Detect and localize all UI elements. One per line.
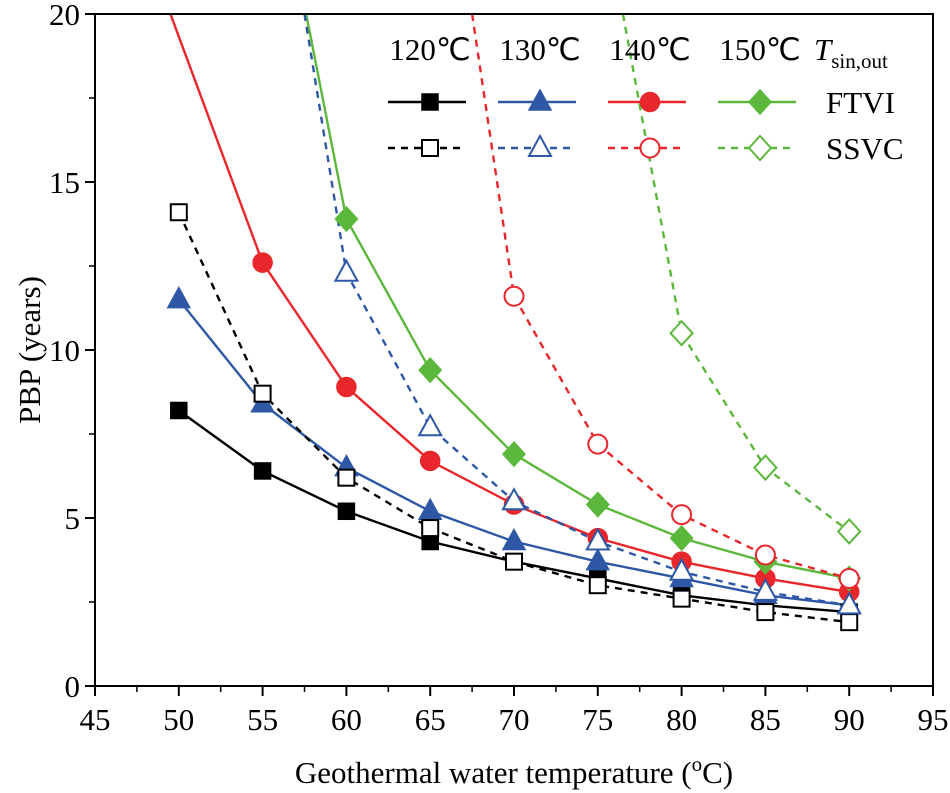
legend: 120℃ 130℃ 140℃ 150℃ Tsin,out FTVI SSVC — [388, 32, 904, 166]
series-1-point-0 — [166, 286, 192, 309]
series-1-point-3 — [417, 497, 443, 521]
series-3-point-4 — [585, 491, 610, 518]
series-0-point-0 — [170, 401, 188, 420]
legend-marker-2 — [639, 91, 661, 113]
legend-variable-subscript: sin,out — [831, 49, 888, 73]
axes: 45 50 55 60 65 70 75 80 85 90 95 0 5 10 15 20 Geothermal… — [12, 0, 949, 790]
series-1-point-5 — [585, 548, 611, 571]
series-2-point-3 — [419, 450, 441, 472]
series-4-point-4 — [505, 552, 523, 571]
series-1-point-4 — [501, 527, 527, 551]
series-6-point-2 — [587, 433, 609, 455]
legend-variable-symbol: T — [814, 32, 834, 67]
series-6-point-4 — [754, 544, 776, 566]
x-tick-label: 65 — [415, 702, 446, 737]
series-7-point-2 — [753, 454, 778, 482]
legend-marker-4 — [421, 139, 439, 157]
series-line-7 — [621, 14, 850, 533]
series-4-point-3 — [421, 519, 440, 538]
legend-marker-5 — [527, 133, 553, 157]
x-axis-title-text: Geothermal water temperature ( — [295, 755, 692, 790]
series-line-5 — [303, 14, 850, 607]
legend-header: 130℃ — [499, 32, 580, 67]
series-3-point-5 — [669, 525, 694, 552]
series-4-point-7 — [756, 603, 775, 622]
series-4-point-1 — [253, 384, 272, 403]
y-tick-label: 5 — [65, 501, 81, 536]
series-5-point-3 — [501, 487, 527, 511]
series-5-point-7 — [836, 591, 862, 615]
x-tick-label: 90 — [834, 702, 865, 737]
series-5-point-6 — [752, 577, 779, 601]
series-7-point-1 — [669, 319, 694, 347]
y-tick-label: 0 — [65, 669, 81, 704]
series-6-point-1 — [503, 285, 525, 307]
legend-marker-0 — [421, 93, 439, 111]
y-tick-label: 15 — [49, 165, 80, 200]
x-tick-label: 75 — [582, 702, 613, 737]
legend-header: 150℃ — [719, 32, 800, 67]
series-6-point-5 — [838, 567, 860, 589]
x-tick-label: 45 — [80, 702, 111, 737]
series-3-point-2 — [418, 357, 443, 384]
series-2-point-2 — [336, 376, 357, 398]
legend-marker-6 — [639, 137, 661, 159]
legend-row-label: SSVC — [826, 131, 904, 166]
legend-variable-label: Tsin,out — [814, 32, 888, 73]
y-axis-title: PBP (years) — [12, 276, 47, 424]
series-4-point-0 — [169, 203, 188, 222]
legend-marker-7 — [747, 134, 773, 162]
series-4-point-2 — [337, 468, 356, 487]
series-6-point-3 — [671, 504, 693, 526]
series-0-point-2 — [337, 502, 356, 521]
legend-header: 140℃ — [609, 32, 690, 67]
plot-area — [166, 14, 862, 632]
series-line-6 — [470, 14, 850, 580]
x-tick-label: 85 — [750, 702, 781, 737]
series-5-point-2 — [417, 413, 443, 437]
series-0-point-1 — [253, 462, 272, 480]
series-3-point-3 — [501, 441, 527, 468]
series-7-point-3 — [836, 517, 862, 545]
legend-marker-3 — [747, 88, 773, 116]
x-tick-label: 60 — [331, 702, 362, 737]
x-tick-label: 95 — [918, 702, 949, 737]
x-tick-label: 55 — [247, 702, 278, 737]
series-3-point-1 — [334, 205, 359, 233]
legend-row-label: FTVI — [826, 85, 895, 120]
x-axis-title: Geothermal water temperature (oC) — [295, 752, 733, 790]
x-tick-label: 70 — [499, 702, 530, 737]
x-tick-label: 50 — [163, 702, 194, 737]
series-2-point-1 — [252, 252, 273, 273]
series-5-point-4 — [585, 527, 611, 551]
series-line-4 — [177, 211, 850, 624]
series-5-point-5 — [668, 557, 695, 581]
series-5-point-1 — [333, 258, 360, 282]
series-4-point-6 — [672, 589, 691, 608]
y-tick-label: 10 — [49, 333, 80, 368]
series-4-point-8 — [840, 613, 859, 632]
series-4-point-5 — [588, 576, 607, 595]
x-tick-label: 80 — [666, 702, 697, 737]
x-axis-title-superscript: o — [692, 752, 703, 776]
y-tick-label: 20 — [49, 0, 80, 32]
legend-header: 120℃ — [389, 32, 470, 67]
series-line-3 — [304, 14, 850, 580]
x-axis-title-unit: C) — [702, 755, 733, 790]
legend-marker-1 — [527, 88, 553, 111]
